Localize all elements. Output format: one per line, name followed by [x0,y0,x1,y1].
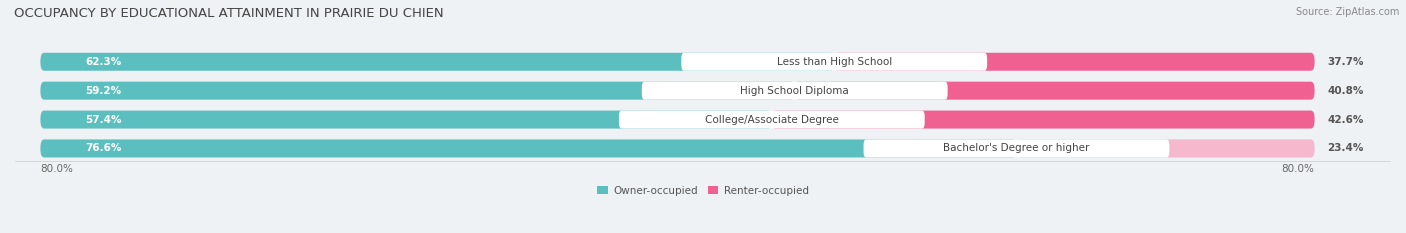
FancyBboxPatch shape [41,53,834,71]
FancyBboxPatch shape [41,140,1017,158]
Text: 80.0%: 80.0% [1282,164,1315,174]
FancyBboxPatch shape [682,53,987,71]
FancyBboxPatch shape [41,82,1315,100]
Text: 40.8%: 40.8% [1327,86,1364,96]
Text: 37.7%: 37.7% [1327,57,1364,67]
Text: 59.2%: 59.2% [86,86,121,96]
FancyBboxPatch shape [772,111,1315,129]
Text: Bachelor's Degree or higher: Bachelor's Degree or higher [943,144,1090,154]
FancyBboxPatch shape [41,53,1315,71]
Text: 80.0%: 80.0% [41,164,73,174]
FancyBboxPatch shape [1017,140,1315,158]
FancyBboxPatch shape [41,82,794,100]
FancyBboxPatch shape [643,82,948,100]
Text: College/Associate Degree: College/Associate Degree [704,115,839,125]
FancyBboxPatch shape [834,53,1315,71]
FancyBboxPatch shape [41,111,772,129]
FancyBboxPatch shape [41,111,1315,129]
FancyBboxPatch shape [41,140,1315,158]
Text: 76.6%: 76.6% [86,144,121,154]
Text: 57.4%: 57.4% [86,115,121,125]
Legend: Owner-occupied, Renter-occupied: Owner-occupied, Renter-occupied [593,182,813,200]
Text: 42.6%: 42.6% [1327,115,1364,125]
Text: OCCUPANCY BY EDUCATIONAL ATTAINMENT IN PRAIRIE DU CHIEN: OCCUPANCY BY EDUCATIONAL ATTAINMENT IN P… [14,7,444,20]
Text: 23.4%: 23.4% [1327,144,1364,154]
FancyBboxPatch shape [863,140,1170,158]
Text: Source: ZipAtlas.com: Source: ZipAtlas.com [1295,7,1399,17]
Text: 62.3%: 62.3% [86,57,121,67]
FancyBboxPatch shape [619,111,925,129]
Text: Less than High School: Less than High School [776,57,891,67]
Text: High School Diploma: High School Diploma [741,86,849,96]
FancyBboxPatch shape [794,82,1315,100]
